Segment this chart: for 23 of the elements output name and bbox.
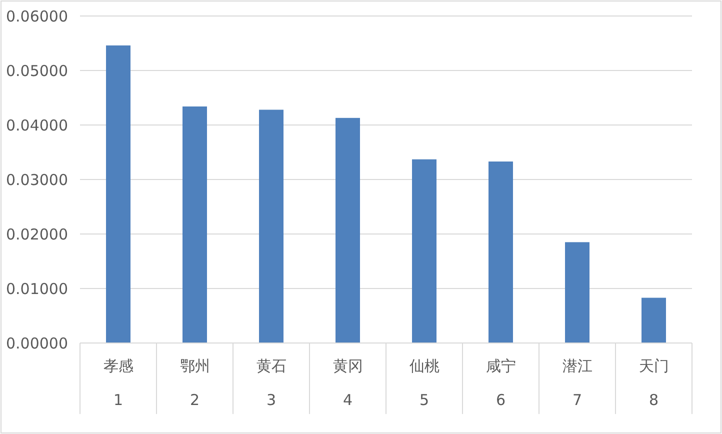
x-tick-label: 黄石 3 [256,357,286,409]
x-tick-label: 仙桃 5 [409,357,440,409]
bar [412,159,436,343]
y-tick-label: 0.01000 [6,280,68,298]
y-tick-label: 0.00000 [6,334,68,352]
bar [642,298,666,343]
bar [106,45,130,343]
x-tick-label: 咸宁 6 [486,357,516,409]
y-tick-label: 0.04000 [6,116,68,134]
y-tick-label: 0.06000 [6,7,68,26]
x-tick-label: 黄冈 4 [332,357,363,409]
bar [336,118,360,343]
x-tick-label: 天门 8 [638,357,669,409]
y-tick-label: 0.03000 [6,170,68,189]
x-tick-label: 孝感 1 [103,357,134,409]
bar [259,110,284,343]
x-tick-label: 鄂州 2 [180,357,210,409]
y-tick-label: 0.05000 [6,62,68,80]
bar [565,242,590,343]
x-tick-label: 潜江 7 [562,357,592,409]
bar [488,162,513,343]
y-tick-label: 0.02000 [6,225,68,244]
bar [182,106,207,343]
